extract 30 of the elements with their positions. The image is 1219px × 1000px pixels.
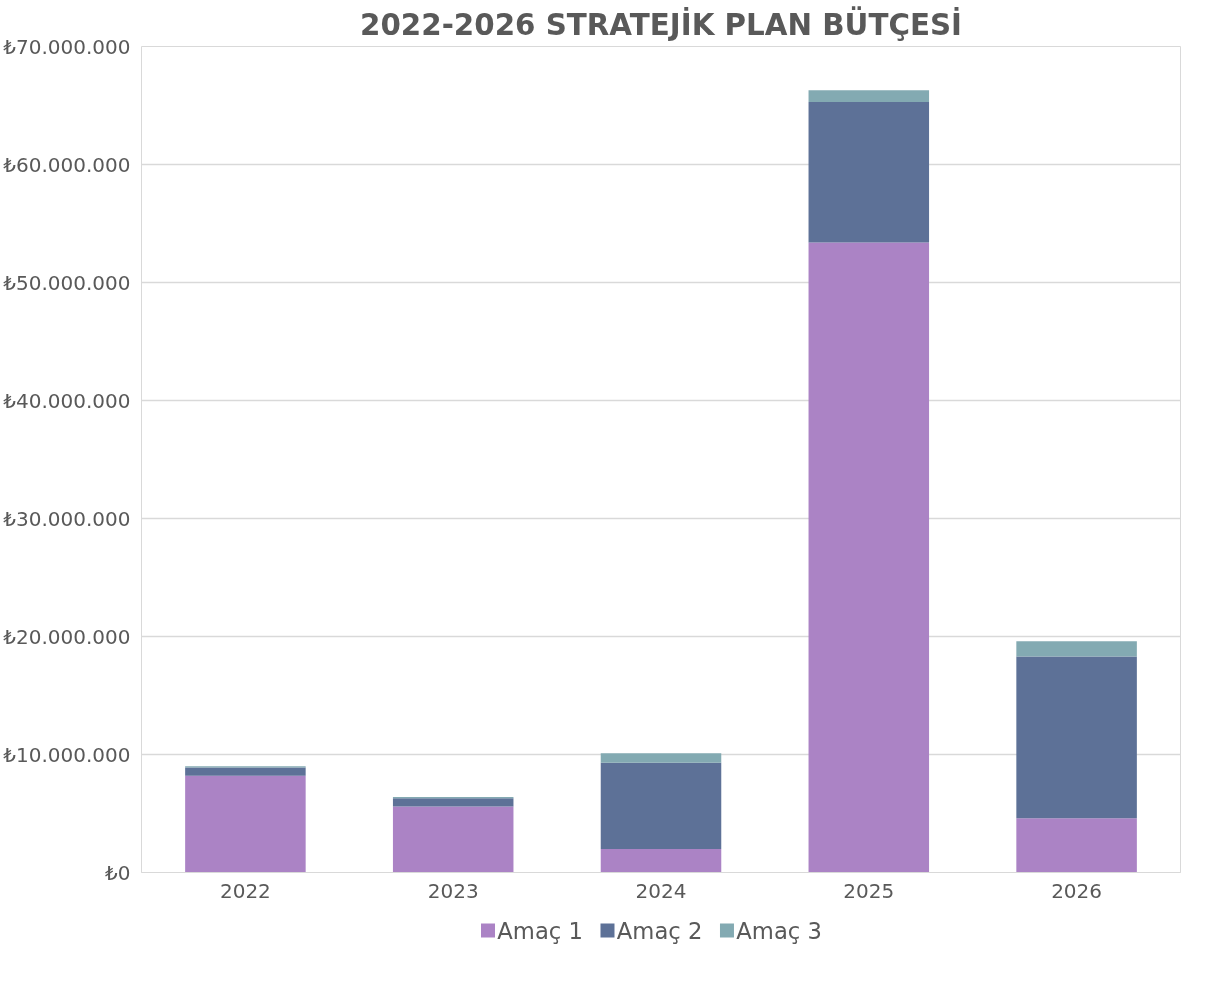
bar — [185, 775, 306, 873]
y-tick-label: ₺50.000.000 — [3, 270, 131, 295]
x-tick-label: 2024 — [635, 878, 687, 903]
chart-title: 2022-2026 STRATEJİK PLAN BÜTÇESİ — [360, 5, 962, 42]
x-tick-label: 2022 — [219, 878, 271, 903]
y-tick-label: ₺40.000.000 — [3, 388, 131, 413]
y-tick-label: ₺70.000.000 — [3, 34, 131, 59]
bar — [185, 767, 306, 776]
bar — [392, 798, 514, 807]
x-tick-label: 2023 — [427, 878, 479, 903]
bar — [1016, 818, 1137, 873]
x-tick-label: 2026 — [1051, 878, 1103, 903]
bar — [808, 242, 930, 873]
legend-label: Amaç 1 — [497, 917, 583, 944]
legend-label: Amaç 3 — [736, 917, 822, 944]
x-tick-label: 2025 — [843, 878, 895, 903]
bar — [1016, 641, 1137, 657]
bar — [600, 848, 722, 873]
bar — [1016, 656, 1137, 819]
y-tick-label: ₺10.000.000 — [3, 742, 131, 767]
bar — [808, 90, 930, 102]
bar — [600, 753, 722, 763]
y-tick-label: ₺20.000.000 — [3, 624, 131, 649]
bar — [600, 762, 722, 849]
y-tick-label: ₺0 — [105, 860, 131, 885]
legend-label: Amaç 2 — [616, 917, 703, 944]
bar — [808, 101, 930, 243]
y-tick-label: ₺30.000.000 — [3, 506, 131, 531]
y-tick-label: ₺60.000.000 — [3, 152, 131, 177]
bar — [392, 806, 514, 873]
